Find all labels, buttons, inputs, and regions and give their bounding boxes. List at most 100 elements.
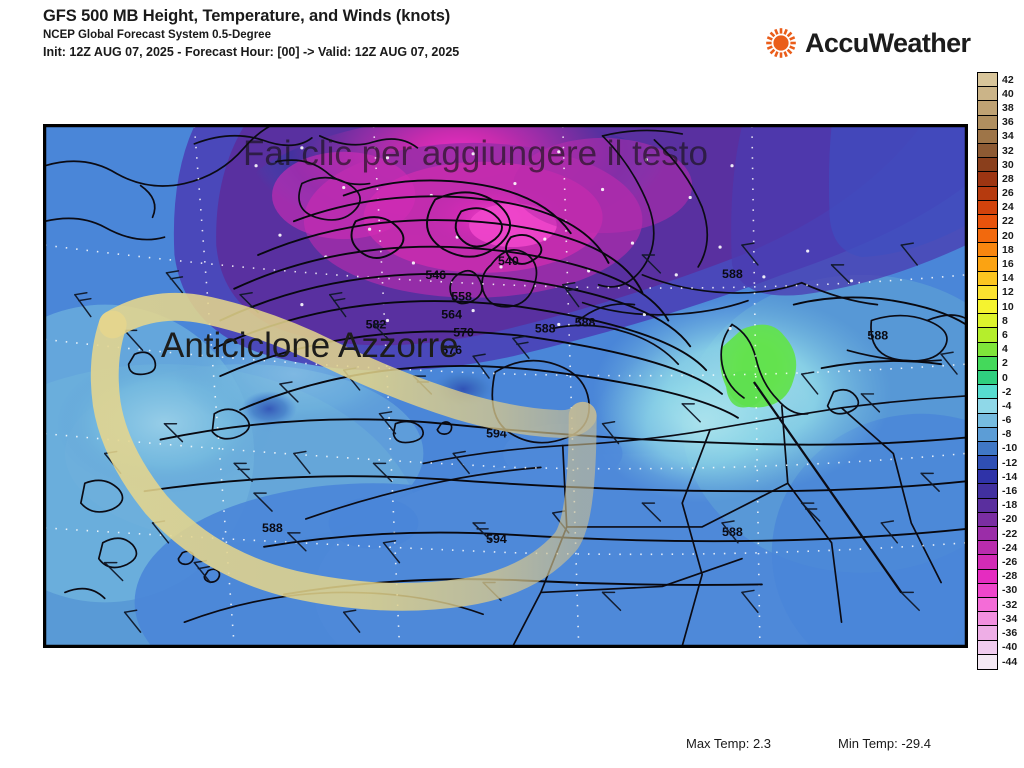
colorbar-swatch: -36 <box>978 626 1017 641</box>
colorbar-swatch: -14 <box>978 470 1017 485</box>
colorbar-tick-label: 42 <box>1002 73 1014 86</box>
colorbar-swatch: 40 <box>978 87 1014 102</box>
pointer-line <box>752 381 903 594</box>
colorbar-swatch: -6 <box>978 413 1011 428</box>
colorbar-tick-label: -20 <box>1002 513 1018 526</box>
colorbar-swatch: -16 <box>978 484 1017 499</box>
colorbar-tick-label: -22 <box>1002 527 1018 540</box>
colorbar-swatch: -20 <box>978 512 1017 527</box>
contour-label: 576 <box>441 343 462 357</box>
colorbar-tick-label: -24 <box>1002 541 1018 554</box>
colorbar-swatch: -10 <box>978 441 1017 457</box>
contour-label: 588 <box>575 315 596 329</box>
colorbar-swatch: 14 <box>978 271 1014 286</box>
colorbar-tick-label: -8 <box>1002 428 1012 441</box>
colorbar-swatch: -2 <box>978 385 1011 400</box>
run-valid-info: Init: 12Z AUG 07, 2025 - Forecast Hour: … <box>43 45 460 59</box>
contour-label: 546 <box>425 268 446 282</box>
accuweather-logo: AccuWeather <box>766 27 971 58</box>
ridge-highlight-upper <box>98 292 597 438</box>
contour-label: 588 <box>867 328 888 342</box>
map-graphic: 540 546 558 564 570 576 582 588 588 588 … <box>45 126 966 646</box>
colorbar-swatch: 32 <box>978 143 1014 159</box>
temperature-colorbar: 42 40 38 36 34 32 30 28 26 24 22 20 18 16 14 12 10 8 6 4 2 0-… <box>977 72 1017 670</box>
sun-icon <box>766 28 796 58</box>
colorbar-swatch: 8 <box>978 314 1008 329</box>
contour-label: 594 <box>486 532 507 546</box>
colorbar-swatch: 18 <box>978 243 1014 258</box>
contour-label: 570 <box>453 325 474 339</box>
colorbar-swatch: -40 <box>978 640 1017 655</box>
colorbar-swatch: -24 <box>978 541 1017 556</box>
contour-label: 564 <box>441 308 462 322</box>
colorbar-swatch: 12 <box>978 285 1014 300</box>
contour-label: 540 <box>498 254 519 268</box>
colorbar-tick-label: 12 <box>1002 286 1014 299</box>
page-title: GFS 500 MB Height, Temperature, and Wind… <box>43 7 451 25</box>
colorbar-tick-label: -12 <box>1002 456 1018 469</box>
colorbar-swatch: 10 <box>978 300 1014 315</box>
colorbar-tick-label: 6 <box>1002 328 1008 341</box>
colorbar-tick-label: -16 <box>1002 485 1018 498</box>
colorbar-tick-label: 40 <box>1002 87 1014 100</box>
colorbar-tick-label: 0 <box>1002 371 1008 384</box>
forecast-map[interactable]: 540 546 558 564 570 576 582 588 588 588 … <box>43 124 968 648</box>
colorbar-swatch: -34 <box>978 612 1017 627</box>
ridge-highlight-lower <box>90 310 597 611</box>
colorbar-tick-label: 24 <box>1002 201 1014 214</box>
colorbar-tick-label: 30 <box>1002 158 1014 171</box>
colorbar-tick-label: 28 <box>1002 172 1014 185</box>
colorbar-swatch: 36 <box>978 115 1014 130</box>
colorbar-swatch: 42 <box>978 73 1014 88</box>
colorbar-tick-label: 8 <box>1002 314 1008 327</box>
colorbar-tick-label: -18 <box>1002 499 1018 512</box>
colorbar-tick-label: 16 <box>1002 258 1014 271</box>
colorbar-tick-label: -26 <box>1002 555 1018 568</box>
colorbar-swatch: -26 <box>978 555 1017 570</box>
contour-label: 588 <box>722 267 743 281</box>
colorbar-tick-label: -40 <box>1002 641 1018 654</box>
colorbar-swatch: 28 <box>978 172 1014 187</box>
max-temp-readout: Max Temp: 2.3 <box>686 736 772 751</box>
colorbar-tick-label: 4 <box>1002 343 1008 356</box>
colorbar-swatch: 34 <box>978 129 1014 144</box>
colorbar-tick-label: 34 <box>1002 130 1014 143</box>
colorbar-swatch: 38 <box>978 101 1014 116</box>
colorbar-swatch: -18 <box>978 498 1017 513</box>
colorbar-tick-label: 32 <box>1002 144 1014 157</box>
contour-label: 558 <box>451 290 472 304</box>
min-temp-readout: Min Temp: -29.4 <box>838 736 931 751</box>
colorbar-swatch: 22 <box>978 214 1014 230</box>
colorbar-tick-label: 14 <box>1002 272 1014 285</box>
colorbar-swatch: -12 <box>978 456 1017 471</box>
colorbar-swatch: 16 <box>978 257 1014 272</box>
colorbar-tick-label: -6 <box>1002 414 1012 427</box>
colorbar-tick-label: 2 <box>1002 357 1008 370</box>
colorbar-tick-label: 18 <box>1002 243 1014 256</box>
colorbar-tick-label: -32 <box>1002 598 1018 611</box>
colorbar-tick-label: -10 <box>1002 442 1018 455</box>
colorbar-swatch: -30 <box>978 583 1017 598</box>
colorbar-swatch: 26 <box>978 186 1014 201</box>
colorbar-swatch: 30 <box>978 158 1014 173</box>
colorbar-swatch: -22 <box>978 527 1017 542</box>
colorbar-swatch: -32 <box>978 597 1017 613</box>
colorbar-tick-label: 36 <box>1002 116 1014 129</box>
colorbar-tick-label: -44 <box>1002 655 1018 668</box>
colorbar-swatch: 24 <box>978 200 1014 215</box>
colorbar-swatch: -4 <box>978 399 1011 414</box>
colorbar-tick-label: -4 <box>1002 399 1012 412</box>
brand-name: AccuWeather <box>805 27 971 58</box>
colorbar-tick-label: 38 <box>1002 101 1014 114</box>
colorbar-tick-label: -36 <box>1002 626 1018 639</box>
colorbar-swatch: -28 <box>978 569 1017 584</box>
colorbar-swatch: 2 <box>978 356 1008 371</box>
colorbar-tick-label: 22 <box>1002 215 1014 228</box>
colorbar-swatch: -8 <box>978 427 1011 442</box>
colorbar-swatch: 6 <box>978 328 1008 343</box>
colorbar-tick-label: -14 <box>1002 470 1018 483</box>
colorbar-tick-label: 10 <box>1002 300 1014 313</box>
colorbar-swatch: 0 <box>978 370 1008 386</box>
colorbar-swatch: -44 <box>978 654 1017 669</box>
